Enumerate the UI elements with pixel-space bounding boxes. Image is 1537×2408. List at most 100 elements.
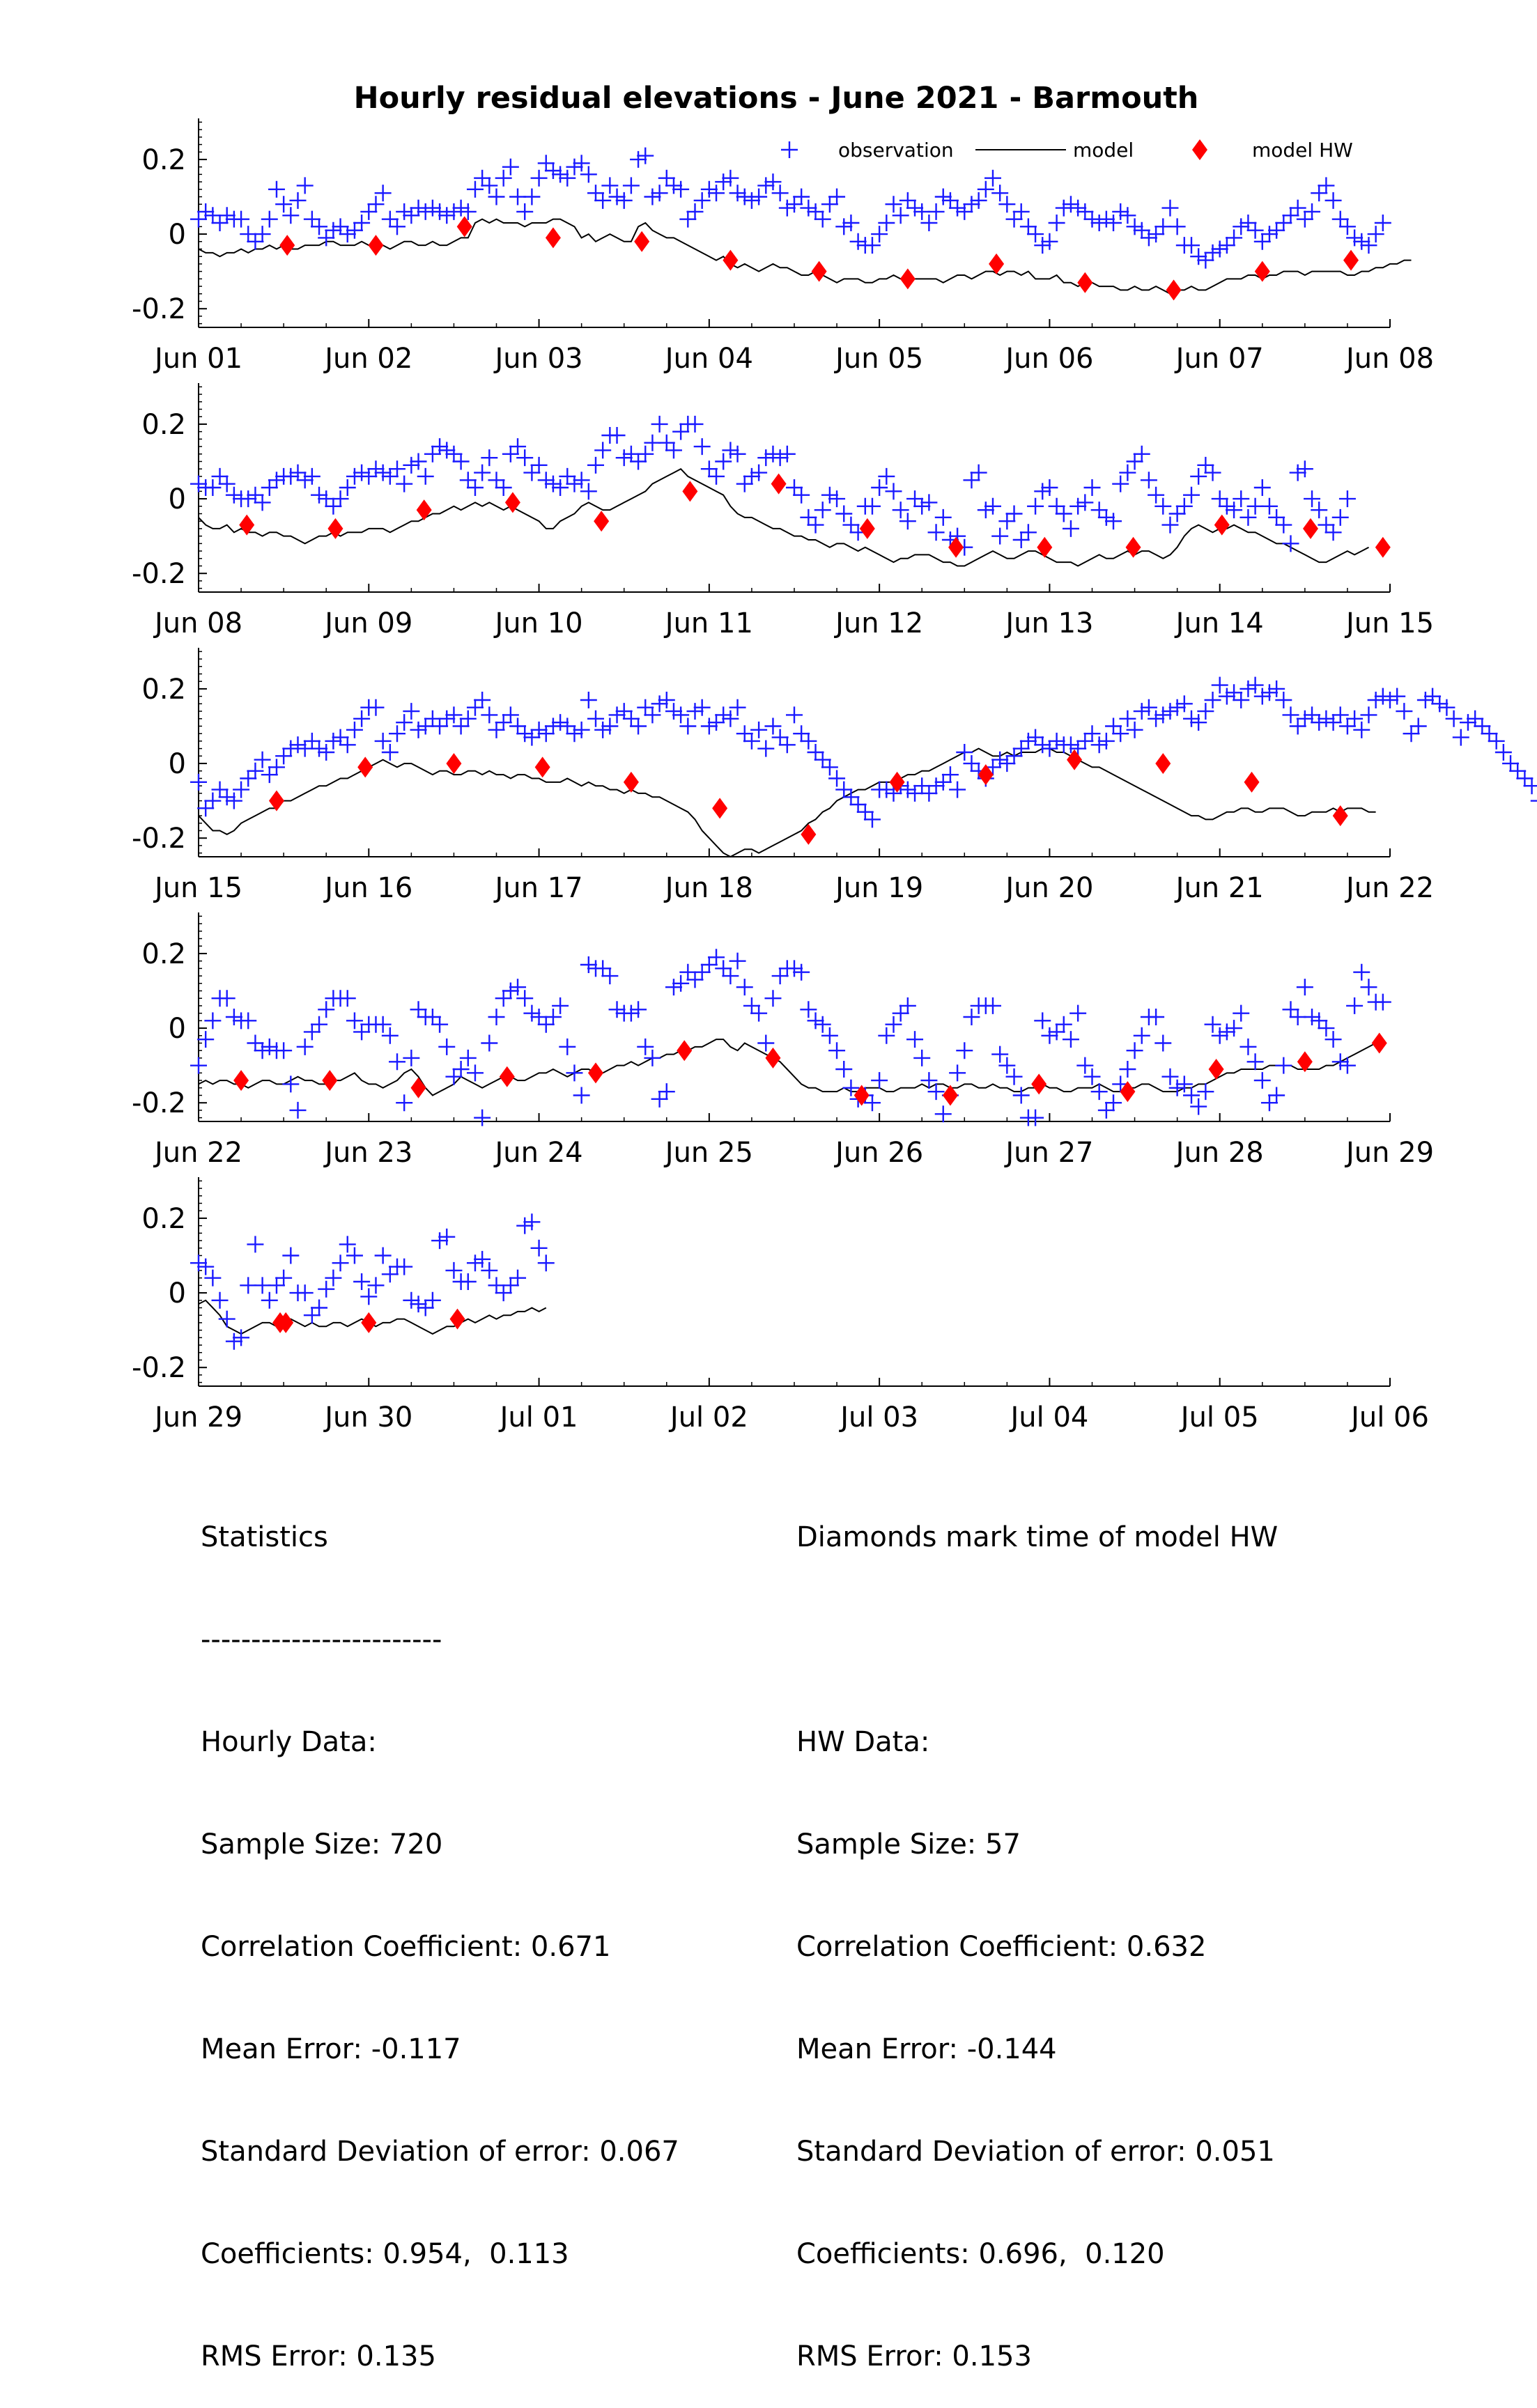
observation-point [892,1004,909,1022]
observation-point [381,1027,399,1044]
observation-point [311,486,328,504]
observation-point [190,210,207,228]
hw-correlation: Correlation Coefficient: 0.632 [796,1931,1207,1963]
observation-point [339,226,356,243]
observation-point [708,949,725,966]
observation-point [1083,1068,1101,1085]
observation-point [218,1310,235,1328]
observation-point [970,464,987,481]
hw-statistics: Diamonds mark time of model HW HW Data: … [796,1452,1278,2408]
observation-point [1211,676,1228,694]
observation-point [282,1247,300,1264]
model-hw-diamond [1297,1051,1313,1073]
observation-point [1204,692,1221,708]
observation-point [381,210,399,228]
observation-point [204,792,222,809]
observation-point [1190,714,1207,731]
observation-point [1097,508,1115,526]
x-tick-label: Jun 29 [153,1401,242,1434]
model-hw-diamond [410,1077,426,1098]
observation-point [516,449,534,467]
observation-point [672,423,690,440]
y-tick-label: -0.2 [132,823,186,855]
observation-point [488,188,505,205]
model-hw-diamond [278,1312,294,1333]
observation-point [474,692,491,708]
observation-point [1246,497,1264,515]
observation-point [899,997,916,1014]
hourly-coefficients: Coefficients: 0.954, 0.113 [201,2238,569,2270]
observation-point [821,196,838,213]
observation-point [1324,524,1342,541]
observation-point [474,169,491,187]
observation-point [190,475,207,492]
x-tick-label: Jul 06 [1349,1401,1429,1434]
observation-point [885,784,902,802]
observation-point [438,1228,456,1245]
observation-point [630,150,647,168]
observation-point [1204,464,1221,481]
observation-point [651,1090,668,1108]
observation-point [240,490,257,508]
observation-point [984,497,1001,515]
observation-point [438,442,456,459]
observation-point [466,479,484,496]
observation-point [715,706,732,724]
observation-point [1324,192,1342,209]
observation-point [821,1027,838,1044]
x-tick-label: Jun 08 [1344,343,1434,375]
observation-point [353,710,371,727]
observation-point [1296,460,1313,478]
observation-point [693,438,711,456]
observation-point [658,692,675,708]
observation-point [530,721,548,738]
observation-point [374,1247,392,1264]
observation-point [1148,710,1165,727]
observation-point [211,1291,229,1309]
observation-point [318,744,335,761]
observation-point [1126,721,1143,738]
observation-point [949,781,966,798]
observation-point [233,210,250,228]
model-hw-diamond [416,499,432,521]
x-tick-label: Jun 22 [153,1137,242,1169]
observation-point [1353,963,1370,981]
observation-point [495,714,512,731]
observation-point [303,732,320,749]
observation-point [502,982,519,1000]
observation-point [360,467,378,485]
observation-point [594,192,612,209]
x-tick-label: Jun 15 [153,872,242,904]
observation-point [1318,1020,1335,1037]
model-line [198,467,1369,567]
observation-point [1019,732,1037,749]
observation-point [1226,502,1243,519]
hw-std-error: Standard Deviation of error: 0.051 [796,2136,1275,2168]
panel-1: -0.2 0 0.2 Jun 01 Jun 02 Jun 03 Jun 04 Jun 05 Ju… [132,118,1434,375]
observation-point [1019,524,1037,541]
observation-point [1509,762,1527,779]
observation-point [665,442,682,459]
x-tick-label: Jul 01 [498,1401,578,1434]
observation-point [842,215,860,231]
model-hw-diamond [948,536,964,558]
observation-point [1012,740,1030,757]
legend-observation-marker [781,141,798,158]
observation-point [991,527,1009,545]
observation-point [1034,237,1051,254]
observation-point [1431,695,1449,713]
observation-point [495,479,512,496]
observation-point [1218,688,1235,705]
model-hw-diamond [712,798,728,819]
observation-point [204,479,222,496]
observation-point [778,736,796,754]
observation-point [360,203,378,220]
model-hw-diamond [682,481,698,502]
observation-point [530,169,548,187]
observation-point [970,192,987,209]
observation-point [459,1273,477,1290]
observation-point [1027,497,1044,515]
observation-point [601,717,619,735]
observation-point [757,740,775,757]
observation-point [1154,706,1172,724]
